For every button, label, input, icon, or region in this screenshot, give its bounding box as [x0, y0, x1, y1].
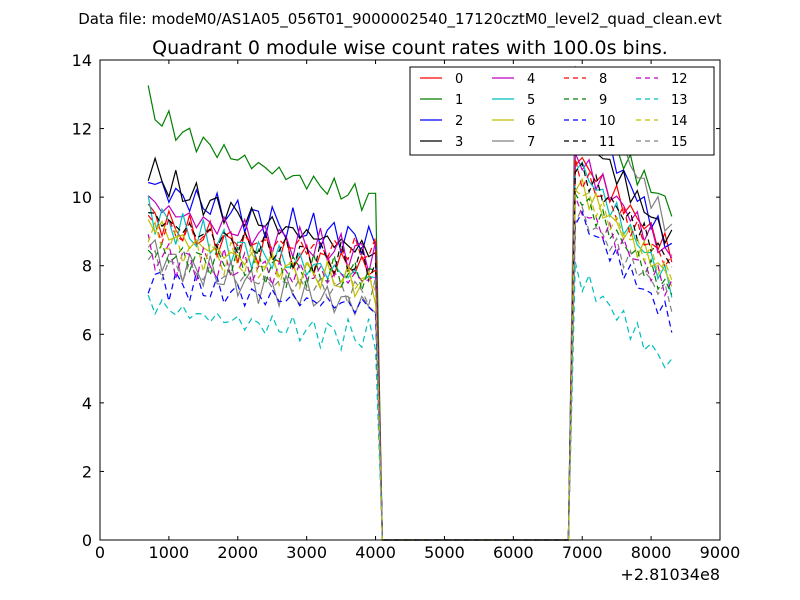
legend-label-2: 2	[455, 114, 463, 129]
legend-label-11: 11	[599, 135, 616, 150]
y-tick-label: 14	[72, 51, 92, 70]
legend-label-8: 8	[599, 72, 607, 87]
y-tick-label: 4	[82, 394, 92, 413]
legend-label-7: 7	[527, 135, 535, 150]
legend-label-12: 12	[671, 72, 688, 87]
y-tick-label: 10	[72, 188, 92, 207]
series-line-2	[148, 96, 673, 541]
x-tick-label: 7000	[562, 543, 603, 562]
series-line-11	[148, 162, 673, 541]
x-tick-label: 2000	[217, 543, 258, 562]
plot-frame	[99, 59, 721, 541]
series-line-4	[147, 152, 673, 541]
y-tick-label: 0	[82, 531, 92, 550]
y-tick-label: 2	[82, 462, 92, 481]
legend-label-15: 15	[671, 135, 688, 150]
legend-label-4: 4	[527, 72, 535, 87]
series-line-8	[147, 158, 673, 541]
x-offset-label: +2.81034e8	[620, 565, 720, 584]
legend-label-6: 6	[527, 114, 535, 129]
y-tick-label: 8	[82, 257, 92, 276]
x-tick-label: 9000	[700, 543, 741, 562]
series-line-9	[147, 191, 673, 541]
x-tick-label: 5000	[424, 543, 465, 562]
x-tick-label: 3000	[286, 543, 327, 562]
x-tick-label: 0	[95, 543, 105, 562]
series-line-13	[147, 261, 673, 541]
x-tick-label: 8000	[631, 543, 672, 562]
legend-label-0: 0	[455, 72, 463, 87]
y-tick-label: 12	[72, 120, 92, 139]
chart-title: Quadrant 0 module wise count rates with …	[152, 37, 668, 59]
x-tick-label: 4000	[355, 543, 396, 562]
legend-frame	[409, 66, 715, 156]
legend-label-14: 14	[671, 114, 688, 129]
x-tick-label: 1000	[149, 543, 190, 562]
legend-label-9: 9	[599, 93, 607, 108]
legend-label-13: 13	[671, 93, 688, 108]
x-tick-label: 6000	[493, 543, 534, 562]
series-line-6	[147, 177, 673, 541]
legend-label-5: 5	[527, 93, 535, 108]
legend-label-10: 10	[599, 114, 616, 129]
series-line-12	[147, 196, 673, 541]
legend-label-1: 1	[455, 93, 463, 108]
x-axis: 0 1000 2000 3000 4000 5000 6000 7000 8000 9000	[95, 60, 740, 562]
chart-suptitle: Data file: modeM0/AS1A05_056T01_90000025…	[78, 10, 722, 29]
y-tick-label: 6	[82, 325, 92, 344]
legend-label-3: 3	[455, 135, 463, 150]
series-line-15	[147, 205, 673, 541]
